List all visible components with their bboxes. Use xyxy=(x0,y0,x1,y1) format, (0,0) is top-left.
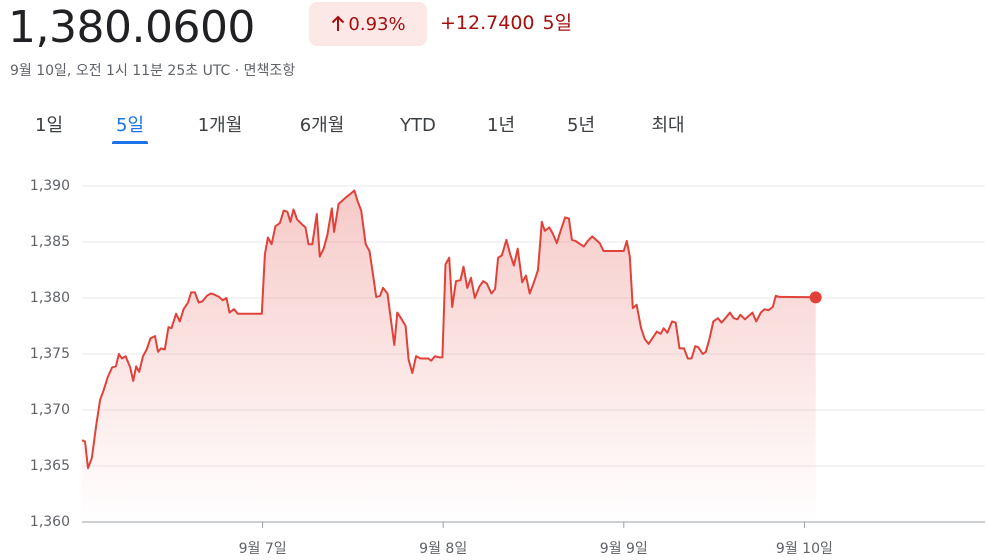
change-badge: 0.93% xyxy=(309,2,427,46)
y-tick-label: 1,390 xyxy=(30,178,70,194)
timestamp: 9월 10일, 오전 1시 11분 25초 UTC · 면책조항 xyxy=(10,63,296,79)
range-tab[interactable]: YTD xyxy=(400,115,436,136)
y-tick-label: 1,380 xyxy=(30,290,70,306)
range-tab[interactable]: 1년 xyxy=(486,115,516,136)
price: 1,380.0600 xyxy=(8,2,255,53)
y-tick-label: 1,370 xyxy=(30,402,70,418)
range-tab[interactable]: 5년 xyxy=(566,115,596,136)
range-tab[interactable]: 6개월 xyxy=(299,115,345,136)
range-tab[interactable]: 최대 xyxy=(651,115,685,136)
change-percent: 0.93% xyxy=(348,13,406,35)
change-row: +12.7400 5일 xyxy=(440,10,580,36)
range-tab[interactable]: 1일 xyxy=(34,115,64,136)
x-tick-label: 9월 10일 xyxy=(776,541,833,557)
range-tab[interactable]: 1개월 xyxy=(197,115,243,136)
x-tick-label: 9월 9일 xyxy=(600,541,648,557)
y-tick-label: 1,375 xyxy=(30,346,70,362)
y-tick-label: 1,385 xyxy=(30,234,70,250)
area xyxy=(82,190,816,522)
x-tick-label: 9월 8일 xyxy=(419,541,467,557)
y-tick-label: 1,365 xyxy=(30,458,70,474)
y-tick-label: 1,360 xyxy=(30,514,70,530)
up-arrow-icon xyxy=(332,15,345,31)
last-point xyxy=(809,291,822,304)
price-line xyxy=(81,189,816,470)
x-tick-label: 9월 7일 xyxy=(239,541,287,557)
change-period: 5일 xyxy=(542,12,573,34)
change-value: +12.7400 xyxy=(440,12,535,34)
range-tab[interactable]: 5일 xyxy=(111,113,149,144)
